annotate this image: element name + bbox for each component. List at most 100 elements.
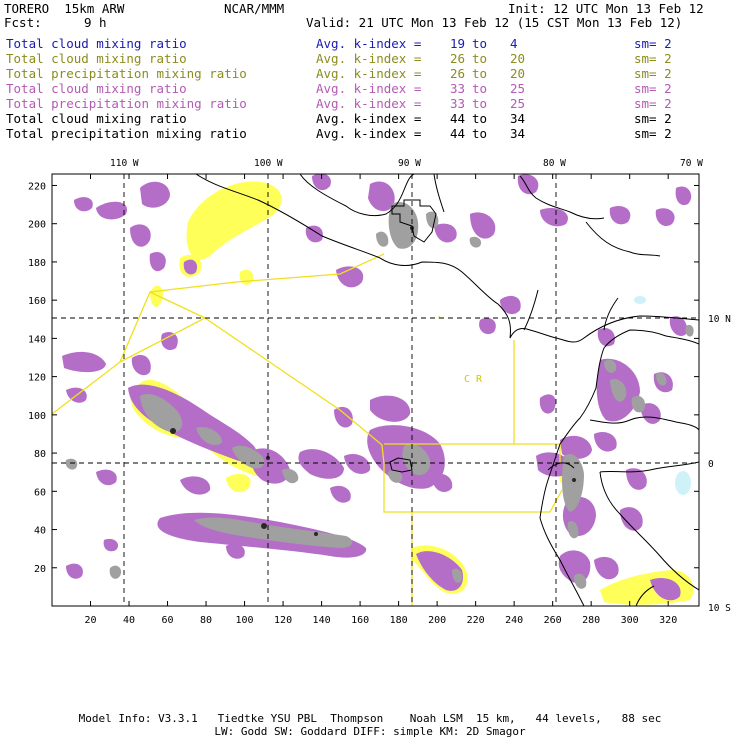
legend-field: Total cloud mixing ratio [6, 51, 187, 66]
graticule [52, 174, 699, 606]
legend-k-label: Avg. k-index = [316, 111, 422, 126]
legend-to: to [472, 96, 488, 111]
x-tick-label: 200 [428, 615, 446, 626]
heavy-cores [65, 202, 694, 589]
weather-map: C R ' 20 [28, 158, 731, 626]
valid-time: Valid: 21 UTC Mon 13 Feb 12 (15 CST Mon … [306, 15, 683, 30]
x-tick-label: 160 [351, 615, 369, 626]
legend-k-from: 33 [450, 81, 466, 96]
legend-to: to [472, 81, 488, 96]
legend-sm: sm= 2 [634, 111, 672, 126]
x-tick-label: 260 [544, 615, 562, 626]
org-name: NCAR/MMM [224, 1, 285, 16]
legend-field: Total precipitation mixing ratio [6, 126, 247, 141]
physics-info: LW: Godd SW: Goddard DIFF: simple KM: 2D… [214, 725, 526, 738]
y-tick-label: 200 [28, 220, 46, 231]
legend-k-from: 33 [450, 96, 466, 111]
legend-k-from: 19 [450, 36, 466, 51]
legend-k-to: 4 [510, 36, 518, 51]
legend-k-label: Avg. k-index = [316, 36, 422, 51]
legend-row: Total cloud mixing ratio Avg. k-index = 33… [6, 81, 736, 96]
coastlines [195, 174, 699, 606]
region-label: C R [464, 374, 483, 385]
x-tick-label: 40 [123, 615, 135, 626]
legend-k-to: 25 [510, 96, 526, 111]
legend-to: to [472, 66, 488, 81]
legend-to: to [472, 111, 488, 126]
x-tick-label: 180 [390, 615, 408, 626]
lon-label-80w: 80 W [543, 158, 566, 169]
legend-k-from: 44 [450, 126, 466, 141]
x-tick-label: 20 [84, 615, 96, 626]
x-tick-label: 140 [313, 615, 331, 626]
legend-sm: sm= 2 [634, 51, 672, 66]
legend-sm: sm= 2 [634, 81, 672, 96]
legend-sm: sm= 2 [634, 126, 672, 141]
x-tick-label: 60 [162, 615, 174, 626]
legend-sm: sm= 2 [634, 96, 672, 111]
geo-labels: 110 W 100 W 90 W 80 W 70 W 10 N 0 10 S [110, 158, 731, 614]
legend-to: to [472, 126, 488, 141]
legend-field: Total cloud mixing ratio [6, 111, 187, 126]
x-tick-label: 300 [621, 615, 639, 626]
legend-row: Total precipitation mixing ratio Avg. k-i… [6, 126, 736, 141]
x-tick-label: 100 [236, 615, 254, 626]
lon-label-90w: 90 W [398, 158, 421, 169]
lat-label-10n: 10 N [708, 314, 731, 325]
legend-k-label: Avg. k-index = [316, 51, 422, 66]
lon-label-70w: 70 W [680, 158, 703, 169]
legend-k-label: Avg. k-index = [316, 96, 422, 111]
init-time: Init: 12 UTC Mon 13 Feb 12 [508, 1, 704, 16]
y-tick-label: 120 [28, 373, 46, 384]
y-tick-label: 100 [28, 411, 46, 422]
legend-k-to: 34 [510, 126, 526, 141]
legend-sm: sm= 2 [634, 36, 672, 51]
model-name: TORERO 15km ARW [4, 1, 125, 16]
legend-sm: sm= 2 [634, 66, 672, 81]
y-tick-label: 140 [28, 334, 46, 345]
y-tick-label: 40 [34, 526, 46, 537]
legend-k-label: Avg. k-index = [316, 126, 422, 141]
y-tick-label: 80 [34, 449, 46, 460]
y-tick-label: 180 [28, 258, 46, 269]
x-tick-label: 240 [505, 615, 523, 626]
y-tick-label: 20 [34, 564, 46, 575]
x-tick-label: 120 [274, 615, 292, 626]
x-tick-label: 220 [467, 615, 485, 626]
y-tick-label: 160 [28, 296, 46, 307]
lat-label-0: 0 [708, 459, 714, 470]
legend-field: Total precipitation mixing ratio [6, 96, 247, 111]
legend-k-to: 34 [510, 111, 526, 126]
legend-row: Total precipitation mixing ratio Avg. k-i… [6, 96, 736, 111]
legend-k-from: 26 [450, 51, 466, 66]
legend-k-label: Avg. k-index = [316, 81, 422, 96]
forecast-hours: 9 h [84, 15, 107, 30]
x-tick-label: 80 [200, 615, 212, 626]
lon-label-110w: 110 W [110, 158, 139, 169]
legend-k-to: 25 [510, 81, 526, 96]
x-tick-label: 320 [659, 615, 677, 626]
legend-field: Total precipitation mixing ratio [6, 66, 247, 81]
legend-row: Total cloud mixing ratio Avg. k-index = 44… [6, 111, 736, 126]
y-tick-label: 220 [28, 181, 46, 192]
legend-to: to [472, 36, 488, 51]
legend-k-from: 44 [450, 111, 466, 126]
y-tick-label: 60 [34, 487, 46, 498]
legend-row: Total cloud mixing ratio Avg. k-index = 19… [6, 36, 736, 51]
legend-k-label: Avg. k-index = [316, 66, 422, 81]
lat-label-10s: 10 S [708, 603, 731, 614]
x-tick-label: 280 [582, 615, 600, 626]
legend-field: Total cloud mixing ratio [6, 81, 187, 96]
model-info: Model Info: V3.3.1 Tiedtke YSU PBL Thomp… [78, 712, 662, 725]
legend-k-to: 20 [510, 66, 526, 81]
legend-row: Total precipitation mixing ratio Avg. k-i… [6, 66, 736, 81]
legend-k-to: 20 [510, 51, 526, 66]
legend-to: to [472, 51, 488, 66]
legend-field: Total cloud mixing ratio [6, 36, 187, 51]
legend-k-from: 26 [450, 66, 466, 81]
svg-text:': ' [436, 315, 442, 326]
cloud-field [62, 174, 692, 601]
lon-label-100w: 100 W [254, 158, 283, 169]
forecast-label: Fcst: [4, 15, 42, 30]
legend-row: Total cloud mixing ratio Avg. k-index = 26… [6, 51, 736, 66]
